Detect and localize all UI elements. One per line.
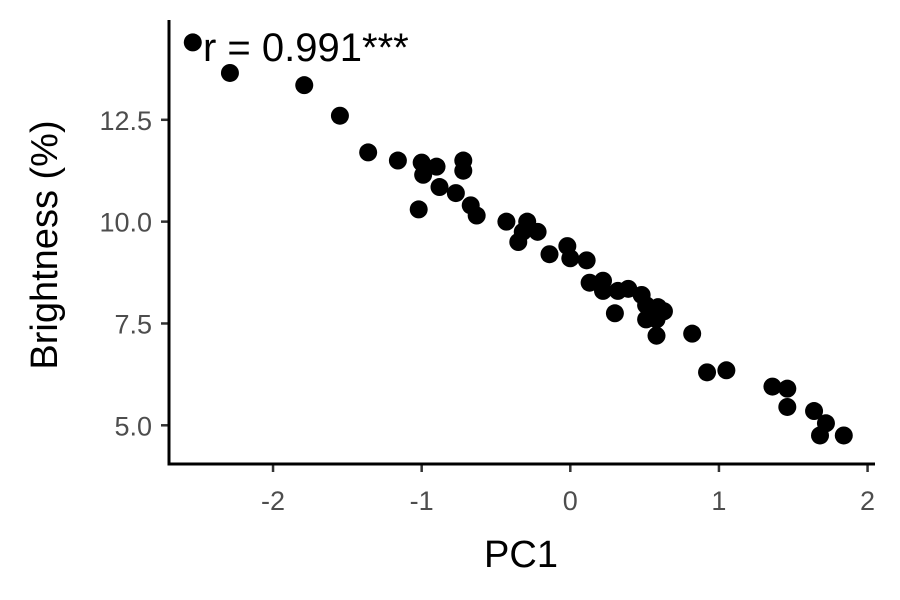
data-point [594,281,613,300]
data-point [295,76,314,95]
y-axis-ticks: 5.0 7.5 10.0 12.5 [99,106,169,441]
x-tick-label: 0 [563,486,578,516]
data-point [183,33,202,52]
data-point [763,377,782,396]
data-point [430,178,449,197]
data-point [330,106,349,125]
data-points [183,33,853,445]
x-tick-label: 1 [711,486,726,516]
data-point [778,397,797,416]
y-tick-label: 10.0 [99,208,152,238]
data-point [497,212,516,231]
correlation-annotation: r = 0.991*** [203,26,409,70]
data-point [577,251,596,270]
x-tick-label: -2 [261,486,285,516]
x-tick-label: -1 [410,486,434,516]
data-point [446,184,465,203]
data-point [619,279,638,298]
data-point [414,165,433,184]
data-point [647,310,666,329]
data-point [220,63,239,82]
x-axis-ticks: -2 -1 0 1 2 [261,464,875,516]
data-point [528,222,547,241]
y-tick-label: 7.5 [114,309,152,339]
data-point [605,304,624,323]
data-point [427,157,446,176]
data-point [509,233,528,251]
data-point [717,361,736,380]
data-point [683,324,702,343]
data-point [805,402,824,421]
data-point [561,249,580,268]
data-point [359,143,378,162]
data-point [811,426,830,445]
data-point [388,151,407,170]
y-tick-label: 5.0 [114,411,152,441]
data-point [540,245,559,264]
data-point [467,206,486,225]
data-point [778,379,797,398]
x-tick-label: 2 [860,486,875,516]
data-point [647,326,666,345]
data-point [409,200,428,219]
y-axis-title: Brightness (%) [24,120,66,369]
data-point [698,363,717,382]
x-axis-title: PC1 [484,534,558,576]
data-point [834,426,853,445]
y-tick-label: 12.5 [99,106,152,136]
data-point [580,273,599,292]
data-point [454,161,473,180]
